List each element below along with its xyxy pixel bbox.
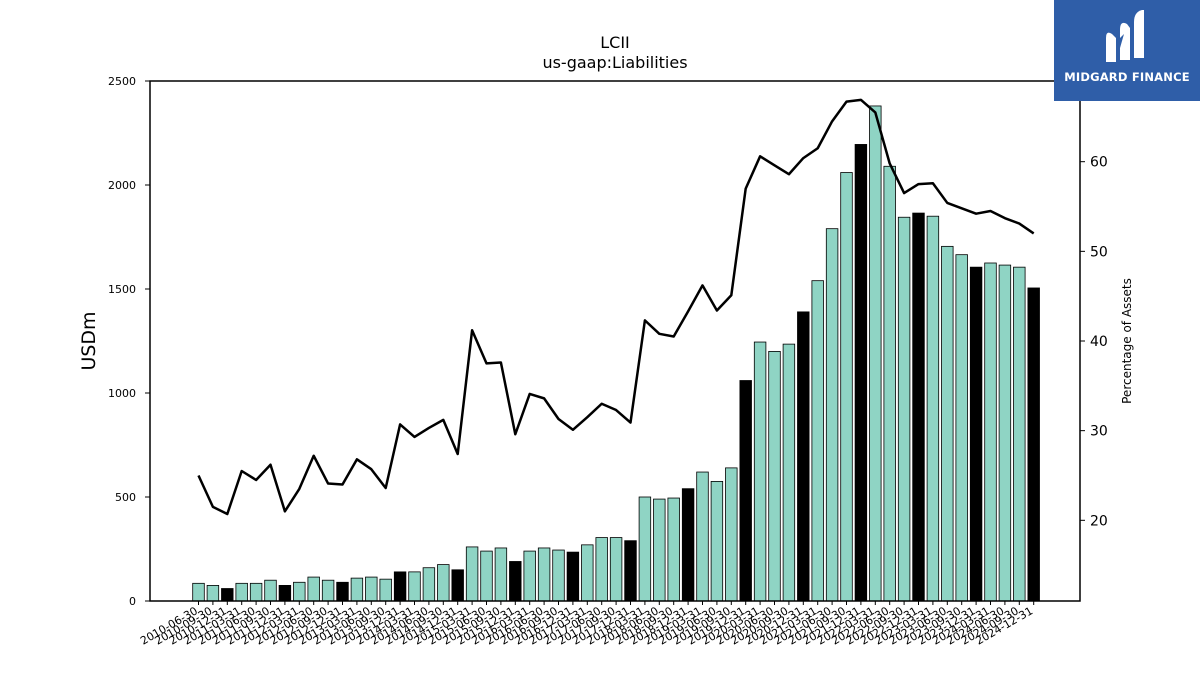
left-axis: 0 500 1000 1500 2000 2500 [108, 75, 150, 608]
bar [249, 582, 263, 602]
bar [638, 496, 652, 602]
x-axis: 2010-06-302010-09-302010-12-312011-03-31… [138, 601, 1035, 648]
y-tick-label: 0 [129, 595, 136, 608]
bar [753, 341, 767, 602]
bar [293, 581, 306, 602]
chart-title: LCII [600, 33, 630, 52]
y2-tick-label: 20 [1090, 513, 1108, 529]
bar [984, 262, 997, 602]
bar [955, 254, 968, 602]
y-tick-label: 2500 [108, 75, 136, 88]
midgard-finance-logo: MIDGARD FINANCE [1054, 0, 1200, 101]
bar [681, 488, 695, 602]
bar [393, 571, 407, 602]
bar [321, 579, 335, 602]
y2-tick-label: 30 [1090, 424, 1108, 440]
bar [365, 576, 378, 602]
bar [1013, 266, 1026, 602]
y-tick-label: 2000 [108, 179, 136, 192]
bar [221, 588, 234, 602]
bar [825, 228, 839, 602]
bar [696, 471, 709, 602]
bars-group [192, 105, 1040, 602]
y2-axis-label: Percentage of Assets [1120, 278, 1134, 404]
bar [451, 569, 464, 602]
y2-tick-label: 60 [1090, 155, 1108, 171]
bar [206, 585, 220, 602]
bar [667, 497, 680, 602]
bar [595, 537, 608, 602]
midgard-mountain-icon [1106, 10, 1144, 62]
bar [840, 172, 853, 602]
bar [782, 343, 796, 602]
bar [537, 547, 551, 602]
chart-subtitle: us-gaap:Liabilities [542, 53, 687, 72]
bar [883, 165, 896, 602]
bar [278, 585, 292, 602]
bar [609, 537, 623, 602]
bar [897, 216, 911, 602]
bar [998, 264, 1012, 602]
bar [465, 546, 479, 602]
bar [566, 551, 580, 602]
y-tick-label: 1000 [108, 387, 136, 400]
bar [653, 498, 666, 602]
bar [912, 212, 925, 602]
y2-tick-label: 50 [1090, 244, 1108, 260]
bar [422, 567, 436, 602]
bar [1027, 287, 1040, 602]
bar [408, 571, 421, 602]
bar [523, 550, 536, 602]
percentage-line [197, 98, 1035, 516]
right-axis: 20 30 40 50 60 [1080, 155, 1108, 529]
y-axis-label: USDm [78, 311, 100, 370]
bar [739, 380, 752, 602]
bar [192, 582, 205, 602]
bar [264, 579, 277, 602]
y-tick-label: 1500 [108, 283, 136, 296]
bar [869, 105, 882, 602]
bar [926, 215, 940, 602]
bar [552, 549, 565, 602]
bar [307, 576, 320, 602]
bar [797, 311, 810, 602]
bar [480, 550, 493, 602]
bar [811, 280, 824, 602]
bar [379, 578, 392, 602]
bar [854, 144, 868, 602]
bar [969, 266, 983, 602]
bar [624, 540, 637, 602]
logo-text: MIDGARD FINANCE [1064, 70, 1190, 84]
bar [768, 350, 781, 602]
bar [494, 547, 508, 602]
bar [336, 581, 349, 602]
bar [235, 582, 248, 602]
plot-frame [149, 80, 1081, 602]
bar [710, 480, 724, 602]
bar [509, 561, 522, 602]
y-tick-label: 500 [115, 491, 136, 504]
bar [350, 577, 364, 602]
bar [437, 564, 450, 602]
bar [581, 544, 594, 602]
bar [941, 245, 954, 602]
bar [725, 467, 738, 602]
y2-tick-label: 40 [1090, 334, 1108, 350]
